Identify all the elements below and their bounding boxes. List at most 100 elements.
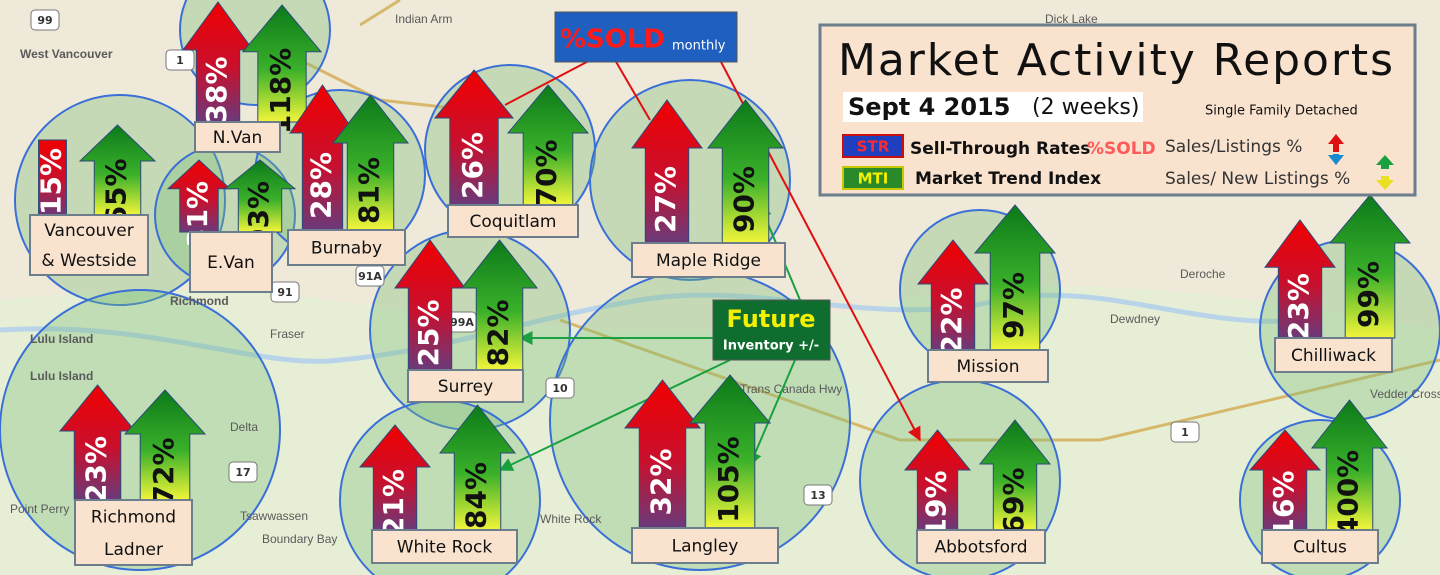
header-title: Market Activity Reports — [838, 35, 1393, 86]
str-arrow-label: 27% — [649, 166, 682, 233]
region-box — [29, 214, 149, 276]
pointer-line — [498, 359, 731, 471]
road-shield-label: 99 — [37, 14, 52, 27]
region-name: Richmond — [91, 507, 176, 527]
road-shield-label: 10 — [552, 382, 568, 395]
region-name: Coquitlam — [470, 212, 557, 232]
region-name: Surrey — [438, 377, 493, 397]
region-box — [1274, 337, 1393, 373]
road-shield-label: 1 — [176, 54, 184, 67]
legend-icon — [1328, 154, 1344, 165]
road-shield-label: 91A — [358, 270, 382, 283]
mti-arrow-label: 82% — [482, 299, 515, 366]
mti-arrow-label: 90% — [728, 166, 761, 233]
road-shield — [1170, 421, 1200, 443]
map-label: Vedder Crossing — [1370, 387, 1440, 401]
mti-arrow-label: 105% — [712, 436, 745, 523]
road-shield — [803, 484, 833, 506]
mti-arrow-label: 70% — [530, 139, 563, 206]
region-box — [189, 231, 273, 293]
region-name: Ladner — [104, 540, 163, 560]
road-shield — [228, 461, 258, 483]
map-label: Boundary Bay — [262, 532, 337, 546]
header-period: (2 weeks) — [1032, 95, 1139, 120]
legend-swatch — [842, 134, 904, 158]
callout-title: %SOLD — [560, 25, 665, 55]
region-name: Vancouver — [44, 221, 134, 241]
legend-icon — [1376, 155, 1394, 169]
str-arrow-label: 16% — [1267, 470, 1300, 537]
river — [0, 292, 1301, 364]
map-label: Indian Arm — [395, 12, 452, 26]
header-scope: Single Family Detached — [1205, 104, 1358, 119]
region-box — [74, 499, 193, 566]
callout-sub: Inventory +/- — [723, 339, 819, 354]
future-callout: Future Inventory +/- — [712, 299, 831, 361]
str-arrow-label: 28% — [305, 152, 338, 219]
map-label: Richmond — [170, 294, 229, 308]
date-bg — [843, 92, 1143, 122]
str-arrow-label: 21% — [377, 469, 410, 536]
region-box — [1261, 529, 1379, 564]
map-label: West Vancouver — [20, 47, 113, 61]
legend-swatch — [842, 166, 904, 190]
map-label: Tsawwassen — [240, 509, 308, 523]
mti-arrow-label: 81% — [353, 157, 386, 224]
region-box — [447, 204, 579, 238]
road-shield — [545, 377, 575, 399]
road-shield-label: 1 — [1181, 426, 1189, 439]
pointer-line — [504, 54, 601, 106]
legend-formula: Sales/Listings % — [1165, 137, 1302, 157]
region-name: E.Van — [207, 253, 255, 273]
map-label: Lulu Island — [30, 369, 93, 383]
mti-arrow-label: 84% — [460, 462, 493, 529]
str-arrow-label: 23% — [1282, 273, 1315, 340]
str-arrow-label: 38% — [200, 56, 233, 123]
legend-icon — [1376, 176, 1394, 190]
legend-code: MTI — [858, 170, 889, 188]
map-label: Deroche — [1180, 267, 1226, 281]
mti-arrow-label: 118% — [264, 48, 297, 135]
callout-box — [712, 299, 831, 361]
pointer-line — [748, 359, 796, 467]
region-box — [927, 349, 1049, 383]
str-arrow-label: 23% — [80, 436, 113, 503]
legend-name: Market Trend Index — [915, 169, 1101, 189]
region-name: Maple Ridge — [656, 251, 761, 271]
map-label: Point Perry — [10, 502, 69, 516]
region-name: White Rock — [397, 538, 493, 558]
callout-sub: monthly — [672, 39, 726, 54]
map-label: Dewdney — [1110, 312, 1160, 326]
road-shield-label: 99A — [450, 316, 474, 329]
region-name: Cultus — [1293, 538, 1347, 558]
region-box — [371, 529, 518, 564]
str-arrow-label: 25% — [412, 299, 445, 366]
callout-box — [554, 11, 738, 63]
region-name: Langley — [672, 537, 739, 557]
mti-arrow-label: 72% — [147, 437, 180, 504]
legend-icon — [1328, 134, 1344, 152]
region-name: Mission — [956, 357, 1019, 377]
region-box — [194, 121, 281, 153]
pointer-line — [614, 59, 651, 121]
road-shield — [30, 9, 60, 31]
legend-name: Sell-Through Rates — [910, 139, 1090, 159]
str-arrow-label: 26% — [456, 132, 489, 199]
header-box: Market Activity Reports Sept 4 2015 (2 w… — [818, 23, 1417, 197]
road-shield-label: 17 — [235, 466, 250, 479]
road-shield — [165, 49, 195, 71]
region-box — [631, 242, 786, 278]
header-date: Sept 4 2015 — [848, 93, 1010, 121]
sold-callout: %SOLD monthly — [554, 11, 738, 63]
region-name: & Westside — [41, 251, 136, 271]
map-label: Trans Canada Hwy — [740, 382, 842, 396]
map-label: Lulu Island — [30, 332, 93, 346]
mti-arrow-label: 97% — [997, 272, 1030, 339]
mti-arrow-label: 99% — [1352, 261, 1385, 328]
mti-arrow-label: 400% — [1332, 450, 1365, 537]
str-arrow-label: 22% — [935, 287, 968, 354]
str-arrow-label: 19% — [920, 470, 953, 537]
map-label: Fraser — [270, 327, 305, 341]
